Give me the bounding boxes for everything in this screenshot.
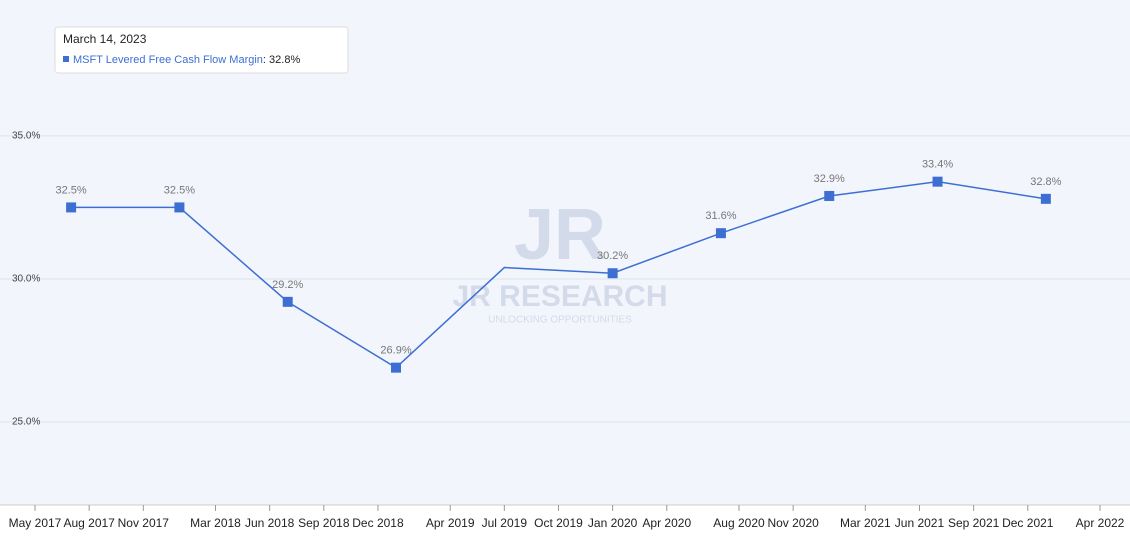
value-label: 33.4% xyxy=(922,159,953,171)
value-label: 26.9% xyxy=(380,345,411,357)
x-tick-label: Dec 2018 xyxy=(352,516,404,530)
x-tick-label: Aug 2017 xyxy=(63,516,115,530)
value-label: 30.2% xyxy=(597,250,628,262)
watermark-title: JR RESEARCH xyxy=(452,280,667,313)
y-tick-label: 30.0% xyxy=(12,274,40,285)
x-tick-label: Apr 2019 xyxy=(426,516,475,530)
tooltip-value: 32.8% xyxy=(269,54,300,66)
value-label: 32.5% xyxy=(56,184,87,196)
point-marker xyxy=(1040,193,1051,204)
value-label: 29.2% xyxy=(272,279,303,291)
x-tick-label: Jun 2018 xyxy=(245,516,295,530)
x-tick-label: Sep 2018 xyxy=(298,516,350,530)
x-tick-label: Jun 2021 xyxy=(895,516,945,530)
point-marker xyxy=(66,202,77,213)
value-label: 32.5% xyxy=(164,184,195,196)
x-tick-label: Jul 2019 xyxy=(482,516,528,530)
x-tick-label: Oct 2019 xyxy=(534,516,583,530)
x-tick-label: Dec 2021 xyxy=(1002,516,1054,530)
tooltip: March 14, 2023 MSFT Levered Free Cash Fl… xyxy=(54,26,349,74)
point-marker xyxy=(607,268,618,279)
x-tick-label: Nov 2020 xyxy=(767,516,819,530)
x-tick-label: Apr 2020 xyxy=(642,516,691,530)
y-tick-label: 35.0% xyxy=(12,131,40,142)
x-tick-label: May 2017 xyxy=(9,516,62,530)
point-marker xyxy=(391,362,402,373)
x-tick-label: Jan 2020 xyxy=(588,516,638,530)
x-tick-label: Mar 2021 xyxy=(840,516,891,530)
point-marker xyxy=(932,176,943,187)
x-tick-label: Apr 2022 xyxy=(1076,516,1125,530)
x-tick-label: Sep 2021 xyxy=(948,516,1000,530)
tooltip-series: MSFT Levered Free Cash Flow Margin: 32.8… xyxy=(73,54,300,66)
x-tick-label: Mar 2018 xyxy=(190,516,241,530)
x-tick-label: Aug 2020 xyxy=(713,516,765,530)
tooltip-marker xyxy=(63,56,69,62)
tooltip-box xyxy=(54,26,349,74)
point-marker xyxy=(715,228,726,239)
point-marker xyxy=(174,202,185,213)
tooltip-series-name: MSFT Levered Free Cash Flow Margin xyxy=(73,54,263,66)
value-label: 32.9% xyxy=(814,173,845,185)
series-line xyxy=(71,180,1046,369)
point-marker xyxy=(282,296,293,307)
x-tick-label: Nov 2017 xyxy=(118,516,170,530)
value-label: 32.8% xyxy=(1030,176,1061,188)
point-marker xyxy=(824,190,835,201)
y-tick-label: 25.0% xyxy=(12,417,40,428)
watermark: JR JR RESEARCH UNLOCKING OPPORTUNITIES xyxy=(452,195,667,326)
tooltip-date: March 14, 2023 xyxy=(63,32,147,46)
watermark-subtitle: UNLOCKING OPPORTUNITIES xyxy=(488,315,632,326)
watermark-logo: JR xyxy=(514,195,606,275)
plot-background xyxy=(0,0,1130,505)
value-label: 31.6% xyxy=(705,210,736,222)
